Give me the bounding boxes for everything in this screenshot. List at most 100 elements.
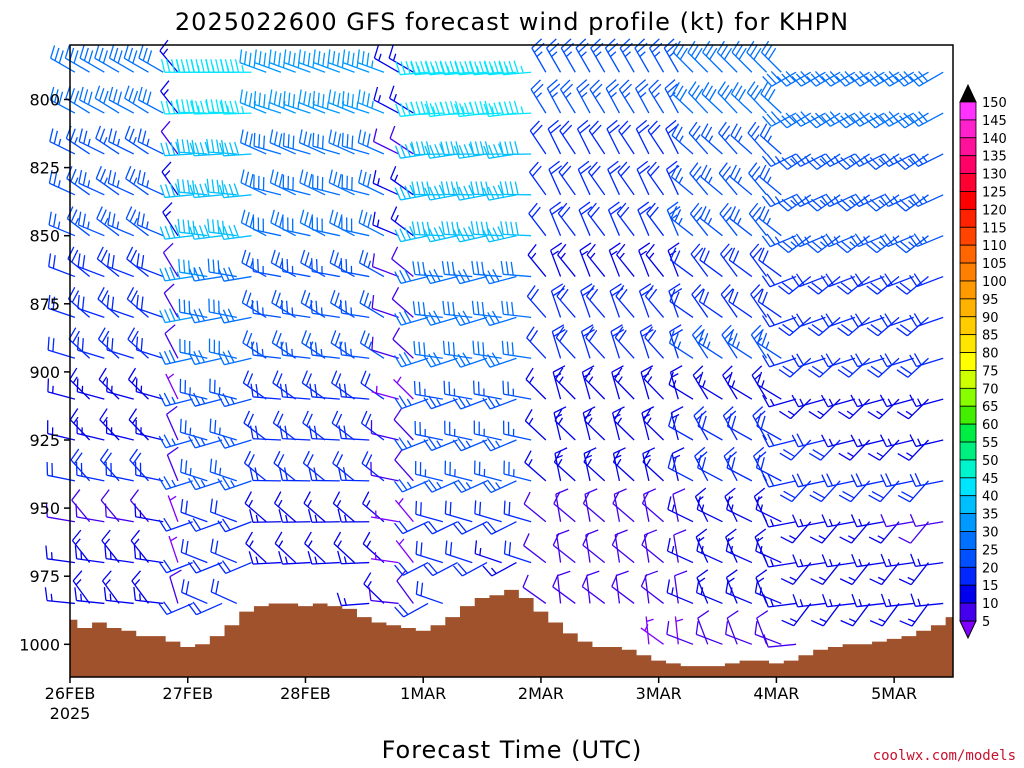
wind-barb bbox=[473, 420, 502, 441]
barb-full bbox=[359, 290, 365, 304]
barb-full bbox=[705, 85, 713, 98]
surface-terrain bbox=[70, 589, 953, 677]
barb-full bbox=[221, 560, 231, 572]
barb-full bbox=[694, 88, 704, 101]
barb-full bbox=[807, 285, 819, 295]
barb-full bbox=[192, 180, 196, 194]
barb-full bbox=[825, 113, 836, 125]
wind-barb bbox=[393, 478, 429, 493]
barb-full bbox=[123, 45, 129, 59]
barb-full bbox=[67, 246, 75, 260]
barb-full bbox=[749, 243, 760, 255]
barb-half bbox=[580, 51, 587, 58]
barb-full bbox=[523, 533, 530, 546]
barb-full bbox=[428, 270, 436, 283]
barb-full bbox=[879, 115, 890, 127]
barb-half bbox=[729, 587, 733, 595]
barb-full bbox=[589, 79, 600, 90]
barb-half bbox=[804, 196, 810, 203]
barb-full bbox=[618, 329, 627, 342]
barb-full bbox=[670, 406, 684, 414]
barb-full bbox=[468, 184, 475, 198]
barb-full bbox=[358, 249, 364, 264]
barb-full bbox=[482, 313, 491, 326]
barb-full bbox=[835, 117, 847, 129]
barb-full bbox=[825, 73, 836, 85]
barb-full bbox=[850, 76, 861, 87]
barb-full bbox=[524, 409, 533, 422]
barb-full bbox=[478, 501, 482, 516]
barb-full bbox=[555, 488, 569, 495]
barb-full bbox=[198, 225, 205, 239]
barb-half bbox=[75, 538, 81, 545]
barb-full bbox=[441, 221, 445, 235]
barb-full bbox=[616, 202, 627, 214]
barb-full bbox=[273, 91, 278, 105]
wind-barb bbox=[524, 409, 547, 441]
barb-full bbox=[302, 410, 309, 424]
barb-half bbox=[176, 312, 181, 321]
barb-full bbox=[811, 282, 823, 292]
barb-full bbox=[808, 452, 822, 461]
barb-full bbox=[393, 396, 403, 409]
barb-full bbox=[438, 226, 446, 239]
barb-full bbox=[647, 120, 658, 132]
barb-full bbox=[644, 284, 654, 297]
barb-full bbox=[192, 559, 202, 572]
wind-barb bbox=[501, 340, 532, 359]
wind-barb bbox=[664, 79, 679, 114]
barb-full bbox=[820, 354, 829, 368]
barb-full bbox=[194, 142, 200, 156]
barb-full bbox=[338, 383, 342, 397]
barb-full bbox=[170, 100, 176, 114]
barb-full bbox=[730, 82, 739, 95]
colorbar-label: 85 bbox=[982, 329, 999, 344]
wind-barb bbox=[301, 370, 326, 400]
barb-half bbox=[700, 545, 704, 554]
wind-barb bbox=[188, 349, 223, 366]
barb-full bbox=[366, 52, 370, 67]
barb-full bbox=[203, 224, 210, 238]
barb-full bbox=[187, 220, 191, 234]
barb-half bbox=[678, 217, 683, 225]
barb-full bbox=[95, 165, 102, 179]
wind-barb bbox=[909, 153, 944, 167]
wind-barb bbox=[666, 537, 694, 564]
barb-full bbox=[806, 117, 817, 129]
barb-staff bbox=[160, 131, 179, 155]
wind-barb bbox=[482, 226, 517, 243]
barb-full bbox=[182, 179, 186, 193]
barb-full bbox=[271, 289, 277, 303]
barb-full bbox=[104, 503, 107, 517]
wind-barb bbox=[672, 82, 694, 114]
wind-barb bbox=[807, 276, 841, 295]
wind-barb bbox=[311, 216, 340, 237]
wind-barb bbox=[869, 603, 900, 627]
barb-half bbox=[594, 92, 601, 99]
barb-full bbox=[836, 159, 847, 170]
wind-barb bbox=[616, 243, 635, 277]
barb-full bbox=[616, 243, 626, 256]
barb-full bbox=[559, 120, 570, 132]
barb-full bbox=[590, 165, 601, 177]
barb-half bbox=[617, 376, 623, 383]
wind-barb bbox=[762, 554, 797, 568]
wind-barb bbox=[105, 461, 134, 482]
barb-full bbox=[808, 369, 820, 378]
barb-full bbox=[470, 181, 475, 195]
wind-barb bbox=[161, 161, 179, 196]
barb-full bbox=[304, 531, 312, 544]
wind-barb bbox=[606, 119, 621, 155]
barb-full bbox=[895, 201, 907, 212]
barb-half bbox=[87, 180, 91, 188]
credit-link[interactable]: coolwx.com/models bbox=[873, 748, 1016, 764]
barb-full bbox=[763, 167, 771, 181]
barb-full bbox=[404, 185, 412, 199]
barb-full bbox=[403, 310, 412, 323]
barb-full bbox=[415, 580, 419, 595]
barb-full bbox=[405, 60, 411, 75]
wind-barb bbox=[482, 352, 517, 368]
barb-full bbox=[410, 61, 416, 75]
wind-barb bbox=[253, 49, 282, 73]
barb-full bbox=[340, 258, 343, 272]
